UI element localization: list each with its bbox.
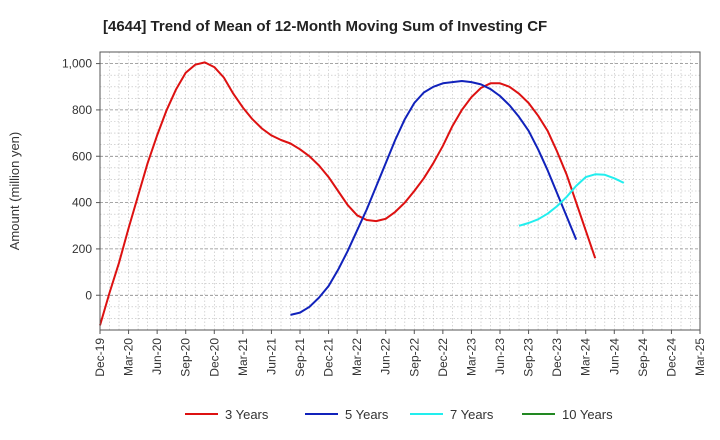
legend: 3 Years 5 Years 7 Years 10 Years bbox=[185, 407, 613, 422]
x-tick-label: Dec-20 bbox=[207, 338, 221, 377]
x-tick-label: Sep-23 bbox=[522, 338, 536, 377]
x-tick-label: Jun-24 bbox=[607, 338, 621, 375]
x-axis-ticks: Dec-19 Mar-20 Jun-20 Sep-20 Dec-20 Mar-21 Jun-… bbox=[93, 330, 707, 377]
x-tick-label: Sep-22 bbox=[407, 338, 421, 377]
series-line-5-years bbox=[290, 80, 578, 316]
series-lines bbox=[99, 61, 625, 326]
y-tick-label: 400 bbox=[72, 196, 92, 210]
y-tick-label: 600 bbox=[72, 149, 92, 163]
x-tick-label: Sep-20 bbox=[179, 338, 193, 377]
legend-label-5-years: 5 Years bbox=[345, 407, 389, 422]
y-tick-label: 800 bbox=[72, 103, 92, 117]
x-tick-label: Sep-24 bbox=[636, 338, 650, 377]
x-tick-label: Mar-23 bbox=[464, 338, 478, 376]
y-tick-label: 0 bbox=[85, 288, 92, 302]
grid-lines bbox=[99, 51, 701, 330]
x-tick-label: Dec-24 bbox=[664, 338, 678, 377]
x-tick-label: Jun-21 bbox=[264, 338, 278, 375]
legend-label-3-years: 3 Years bbox=[225, 407, 269, 422]
x-tick-label: Sep-21 bbox=[293, 338, 307, 377]
x-tick-label: Mar-22 bbox=[350, 338, 364, 376]
x-tick-label: Dec-21 bbox=[322, 338, 336, 377]
x-tick-label: Mar-20 bbox=[122, 338, 136, 376]
series-line-3-years bbox=[99, 61, 597, 326]
chart-title: [4644] Trend of Mean of 12-Month Moving … bbox=[103, 18, 547, 35]
y-axis-label: Amount (million yen) bbox=[7, 132, 22, 251]
y-tick-label: 1,000 bbox=[62, 57, 92, 71]
y-axis-ticks: 0 200 400 600 800 1,000 bbox=[62, 57, 100, 302]
x-tick-label: Dec-19 bbox=[93, 338, 107, 377]
plot-border bbox=[99, 51, 701, 331]
x-tick-label: Dec-23 bbox=[550, 338, 564, 377]
y-tick-label: 200 bbox=[72, 242, 92, 256]
x-tick-label: Jun-20 bbox=[150, 338, 164, 375]
x-tick-label: Jun-22 bbox=[379, 338, 393, 375]
x-tick-label: Mar-25 bbox=[693, 338, 707, 376]
x-tick-label: Dec-22 bbox=[436, 338, 450, 377]
x-tick-label: Jun-23 bbox=[493, 338, 507, 375]
legend-label-10-years: 10 Years bbox=[562, 407, 613, 422]
series-line-7-years bbox=[518, 173, 625, 227]
x-tick-label: Mar-21 bbox=[236, 338, 250, 376]
legend-label-7-years: 7 Years bbox=[450, 407, 494, 422]
x-tick-label: Mar-24 bbox=[579, 338, 593, 376]
